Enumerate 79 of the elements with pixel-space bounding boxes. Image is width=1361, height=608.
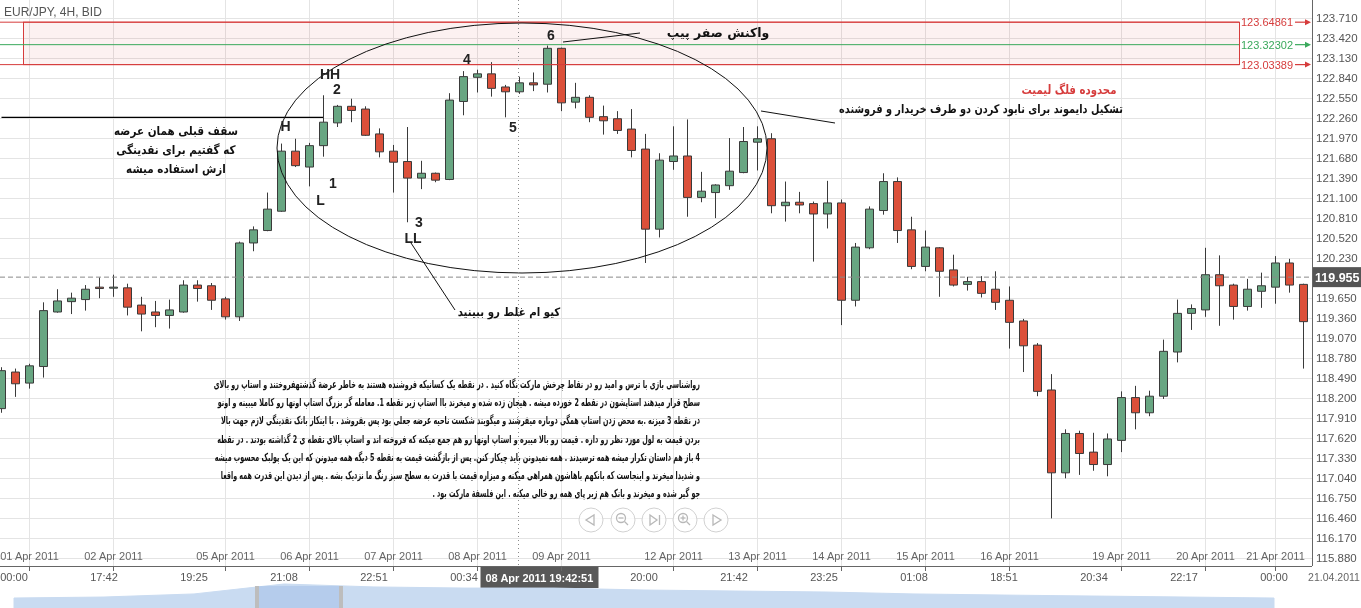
- x-tick-label: 00:34: [450, 571, 478, 583]
- x-tick-label: 02 Apr 2011: [84, 550, 143, 562]
- annotation: 4: [463, 51, 472, 67]
- y-tick-label: 117.040: [1316, 472, 1357, 485]
- y-tick-label: 123.420: [1316, 31, 1358, 44]
- y-tick-label: 118.490: [1316, 372, 1357, 385]
- y-tick-label: 118.780: [1316, 352, 1357, 365]
- annotation: سقف قبلی همان عرضه که گفتیم برای نقدینگی ازش استفاده میشه: [114, 124, 238, 177]
- annotation: 5: [509, 119, 518, 135]
- chart-title: EUR/JPY, 4H, BID: [4, 5, 103, 19]
- x-tick-label: 07 Apr 2011: [364, 550, 423, 562]
- x-tick-label: 06 Apr 2011: [280, 550, 339, 562]
- y-tick-label: 116.170: [1316, 532, 1357, 545]
- band-label: محدوده فلگ لیمیت: [1021, 81, 1117, 97]
- annotation: واکنش صفر پیپ: [666, 25, 770, 40]
- x-tick-label: 00:00: [1260, 571, 1288, 583]
- annotation: H: [280, 118, 291, 134]
- x-tick-label: 22:51: [360, 571, 388, 583]
- y-tick-label: 119.650: [1316, 292, 1357, 305]
- y-tick-label: 120.520: [1316, 232, 1358, 245]
- x-tick-label: 01 Apr 2011: [0, 550, 59, 562]
- annotation: 3: [415, 214, 424, 230]
- annotation: LL: [404, 230, 422, 246]
- ref-line-label: 123.32302: [1241, 38, 1293, 51]
- x-tick-label: 08 Apr 2011: [448, 550, 507, 562]
- y-tick-label: 122.840: [1316, 72, 1358, 84]
- x-tick-label: 01:08: [900, 571, 928, 583]
- x-tick-label: 00:00: [0, 571, 28, 583]
- y-tick-label: 119.070: [1316, 332, 1357, 345]
- x-tick-label: 21:08: [270, 571, 298, 583]
- x-tick-label: 22:17: [1170, 571, 1198, 583]
- y-tick-label: 118.200: [1316, 392, 1357, 405]
- annotation: HH: [319, 66, 341, 82]
- y-tick-label: 122.260: [1316, 112, 1358, 125]
- x-tick-label: 21 Apr 2011: [1246, 550, 1305, 562]
- annotation: 6: [547, 27, 556, 43]
- y-tick-label: 117.330: [1316, 452, 1357, 465]
- x-tick-label: 19 Apr 2011: [1092, 550, 1151, 562]
- x-tick-label: 13 Apr 2011: [728, 550, 787, 562]
- x-tick-label: 18:51: [990, 571, 1018, 583]
- x-tick-label: 17:42: [90, 571, 118, 583]
- annotation: رواشناسی بازی با ترس و امید رو در نقاط چرخش مارکت نگاه کنید . در نقطه یک کسانیکه فروشنده هستند به خاطر عرضة گذشتهفروختند و استاپ رو بالای سطح قرار میدهند استاپشون در نقطه 2 خورده میشه . هیجان زده شده و میخرند باا استاپ زیر نقطه 1. معامله گر بزرگ استاپ اونها رو کاملا میبینه و اونو در نقطه 3 میزنه .به محض زدن استاپ همگی دوباره میفرشند و میگویند شکست ناحیه عرضه جعلی بود پس بفروشد . با اینکار بانک نقدینگی لازم جهت بالا بردن قیمت به لول مورد نظر رو داره . قیمت رو بالا میبره و استاپ اونها رو هم جمع میکنه که فروخته اند و استاپ بالای نقطه ی 2 گذاشته بودند . در نقطه 4 باز هم داستان تکرار میشه همه ترسیدند . همه نمیدونن باید چیکار کنن. پس از بازگشت قیمت به نقطه 5 دیگه همه میدونن که این یک پولبک محسوب میشه و شدیدا میخرند و اینجاست که بانکهم باهاشون همراهی میکنه و میزاره قیمت با قدرت به سطح سبز رنگ ما نزدیک بشه . پس از دیدن این قدرت همه واقعا جو گیر شده و میخرند و بانک هم زیر پای همه رو خالی میکنه . این فلسفة مارکت بود .: [213, 376, 701, 501]
- x-tick-label: 23:25: [810, 571, 838, 583]
- x-tick-label: 14 Apr 2011: [812, 550, 871, 562]
- annotation: L: [316, 192, 326, 208]
- x-tick-label: 15 Apr 2011: [896, 550, 955, 562]
- y-tick-label: 120.810: [1316, 212, 1358, 225]
- x-tick-label: 16 Apr 2011: [980, 550, 1039, 562]
- x-axis-title: 21.04.2011: [1308, 571, 1361, 583]
- y-tick-label: 115.880: [1316, 552, 1357, 565]
- text: 08 Apr 2011 19:42:51: [485, 571, 594, 584]
- x-tick-label: 12 Apr 2011: [644, 550, 703, 562]
- x-tick-label: 05 Apr 2011: [196, 550, 255, 562]
- annotation: 2: [333, 81, 342, 97]
- ref-line-label: 123.64861: [1241, 16, 1293, 29]
- annotation: کیو ام غلط رو ببینید: [457, 305, 561, 320]
- annotation: 1: [329, 175, 338, 191]
- y-tick-label: 119.360: [1316, 312, 1357, 325]
- x-tick-label: 09 Apr 2011: [532, 550, 591, 562]
- y-tick-label: 121.100: [1316, 192, 1358, 205]
- y-tick-label: 121.970: [1316, 132, 1358, 145]
- y-tick-label: 117.910: [1316, 412, 1357, 425]
- y-tick-label: 123.130: [1316, 51, 1358, 64]
- x-tick-label: 20:34: [1080, 571, 1108, 583]
- y-tick-label: 123.710: [1316, 11, 1358, 24]
- y-tick-label: 122.550: [1316, 92, 1358, 105]
- x-tick-label: 21:42: [720, 571, 748, 583]
- x-tick-label: 20:00: [630, 571, 658, 583]
- y-tick-label: 121.680: [1316, 152, 1358, 165]
- y-tick-label: 117.620: [1316, 432, 1357, 445]
- ref-line-label: 119.955: [1315, 270, 1360, 285]
- annotation: تشکیل دایموند برای نابود کردن دو طرف خریدار و فروشنده: [839, 102, 1123, 117]
- ref-line-label: 123.03389: [1241, 58, 1293, 71]
- y-tick-label: 121.390: [1316, 172, 1358, 185]
- x-tick-label: 20 Apr 2011: [1176, 550, 1235, 562]
- y-tick-label: 116.750: [1316, 492, 1357, 505]
- y-tick-label: 116.460: [1316, 512, 1357, 525]
- x-tick-label: 19:25: [180, 571, 208, 583]
- y-tick-label: 120.230: [1316, 252, 1358, 265]
